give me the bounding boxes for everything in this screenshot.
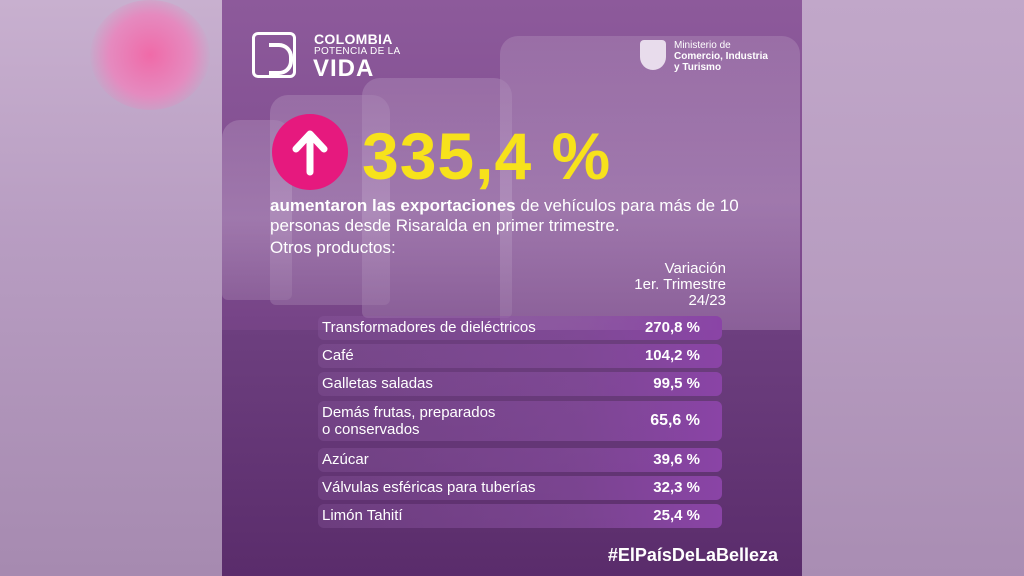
product-name: Limón Tahití xyxy=(322,507,403,524)
column-header: 24/23 xyxy=(688,292,726,309)
arrow-glyph xyxy=(292,130,328,176)
bus-image xyxy=(362,78,512,318)
variation-value: 25,4 % xyxy=(653,507,700,524)
row-background xyxy=(318,401,722,441)
blurred-side xyxy=(802,0,1024,576)
row-background xyxy=(318,344,722,368)
variation-value: 39,6 % xyxy=(653,451,700,468)
product-name: Azúcar xyxy=(322,451,369,468)
variation-value: 104,2 % xyxy=(644,347,700,364)
row-background xyxy=(318,476,722,500)
logo-text: COLOMBIA xyxy=(314,31,393,47)
row-background xyxy=(318,372,722,396)
logo-text: VIDA xyxy=(313,55,375,82)
product-name: Válvulas esféricas para tuberías xyxy=(322,479,536,496)
up-arrow-icon xyxy=(272,114,348,190)
description-text: de vehículos para más de 10 personas des… xyxy=(270,196,739,235)
product-name: Galletas saladas xyxy=(322,375,433,392)
description: aumentaron las exportaciones de vehículo… xyxy=(270,196,750,236)
row-background xyxy=(318,504,722,528)
description-bold: aumentaron las exportaciones xyxy=(270,196,516,215)
hashtag: #ElPaísDeLaBelleza xyxy=(607,545,778,565)
ministry-text: Ministerio de xyxy=(674,40,731,51)
column-header: Variación xyxy=(664,260,726,277)
product-name: Demás frutas, preparados o conservados xyxy=(322,404,496,438)
variation-value: 270,8 % xyxy=(644,319,700,336)
row-background xyxy=(318,316,722,340)
variation-value: 32,3 % xyxy=(653,479,700,496)
ministry-shield xyxy=(640,40,666,70)
blur-blob xyxy=(90,0,210,110)
headline-value: 335,4 % xyxy=(362,119,612,193)
bus-image xyxy=(500,36,800,336)
variation-value: 99,5 % xyxy=(653,375,700,392)
blurred-side xyxy=(0,0,222,576)
ministry-text: Comercio, Industria xyxy=(674,51,768,62)
product-name: Transformadores de dieléctricos xyxy=(322,319,536,336)
logo-text: POTENCIA DE LA xyxy=(314,46,401,57)
logo-icon xyxy=(252,32,296,78)
variation-value: 65,6 % xyxy=(650,412,700,429)
column-header: 1er. Trimestre xyxy=(634,276,726,293)
row-background xyxy=(318,448,722,472)
product-name: Café xyxy=(322,347,354,364)
section-label: Otros productos: xyxy=(270,238,396,257)
ministry-text: y Turismo xyxy=(674,62,722,73)
